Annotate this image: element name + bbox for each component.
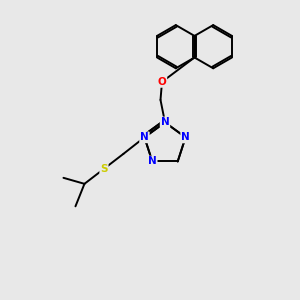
Text: N: N: [160, 117, 169, 128]
Text: N: N: [140, 132, 149, 142]
Text: S: S: [182, 132, 189, 142]
Text: N: N: [148, 157, 157, 166]
Text: O: O: [158, 77, 166, 87]
Text: N: N: [181, 132, 190, 142]
Text: S: S: [100, 164, 108, 174]
